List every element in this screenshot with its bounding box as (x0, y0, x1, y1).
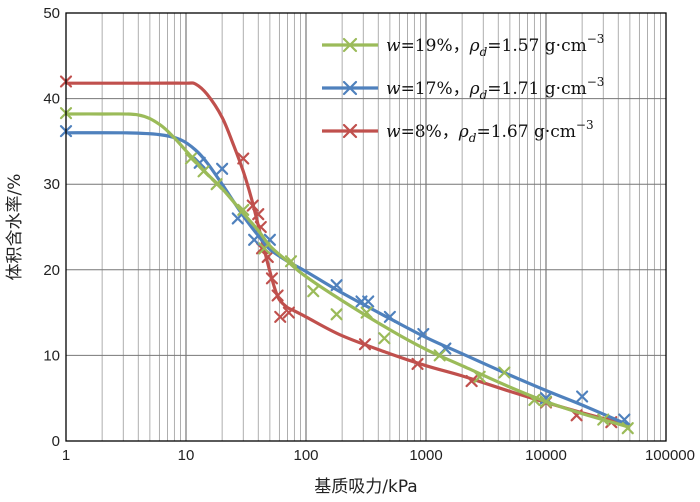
data-point (433, 349, 446, 362)
plot-frame (65, 12, 667, 442)
y-tick-label: 10 (43, 347, 60, 364)
x-tick-label: 100 (293, 447, 318, 464)
data-point (621, 422, 634, 435)
legend-swatch-marker (342, 123, 358, 139)
y-tick-label: 20 (43, 262, 60, 279)
legend-entry: w=17%，ρd=1.71 g·cm−3 (322, 75, 604, 102)
x-axis-label: 基质吸力/kPa (314, 477, 417, 497)
y-tick-label: 50 (43, 5, 60, 22)
y-tick-label: 0 (52, 433, 60, 450)
data-point (252, 208, 265, 221)
series-fit-line (65, 112, 631, 429)
y-tick-label: 40 (43, 91, 60, 108)
data-point (258, 242, 271, 255)
data-point (498, 366, 511, 379)
y-tick-label: 30 (43, 176, 60, 193)
x-tick-label: 10 (178, 447, 195, 464)
data-point (184, 152, 198, 165)
data-point (417, 327, 430, 341)
data-point (330, 279, 343, 292)
data-point (237, 203, 250, 216)
series-layer (59, 75, 634, 435)
data-point (362, 295, 375, 308)
y-tick-labels: 0 10 20 30 40 50 (43, 5, 60, 450)
series-1 (59, 107, 634, 435)
x-tick-label: 1 (62, 447, 70, 464)
data-point (216, 162, 229, 175)
data-point (193, 156, 206, 169)
data-point (360, 306, 373, 319)
series-fit-line (66, 81, 631, 428)
data-point (358, 338, 372, 351)
data-point (246, 199, 259, 212)
data-point (307, 285, 320, 298)
data-point (411, 357, 424, 371)
data-point (528, 393, 541, 407)
x-tick-labels: 1 10 100 1000 10000 100000 (62, 447, 695, 464)
data-point (465, 374, 478, 388)
legend: w=19%，ρd=1.57 g·cm−3 w=17%，ρd=1.71 g·cm−3… (322, 32, 604, 145)
data-point (231, 212, 244, 225)
data-point (274, 310, 287, 323)
data-point (576, 390, 589, 403)
x-tick-label: 100000 (645, 447, 695, 464)
legend-swatch-marker (342, 37, 358, 53)
legend-swatch-marker (342, 80, 358, 96)
data-point (265, 272, 279, 285)
data-point (473, 370, 486, 383)
data-point (197, 165, 210, 178)
data-point (539, 395, 553, 408)
data-point (383, 310, 396, 323)
data-point (282, 306, 295, 319)
legend-label: w=8%，ρd=1.67 g·cm−3 (386, 118, 594, 145)
legend-entry: w=19%，ρd=1.57 g·cm−3 (322, 32, 604, 59)
data-point (330, 308, 343, 321)
legend-label: w=19%，ρd=1.57 g·cm−3 (386, 32, 604, 59)
data-point (378, 332, 391, 345)
data-point (597, 413, 610, 426)
data-point (210, 178, 223, 191)
data-point (618, 413, 631, 426)
data-point (237, 152, 250, 165)
y-axis-label: 体积含水率/% (5, 174, 25, 281)
plot-background (66, 13, 666, 441)
data-point (261, 250, 274, 264)
data-point (248, 233, 261, 246)
x-tick-label: 10000 (525, 447, 567, 464)
legend-label: w=17%，ρd=1.71 g·cm−3 (386, 75, 604, 102)
x-tick-label: 1000 (409, 447, 442, 464)
legend-entry: w=8%，ρd=1.67 g·cm−3 (322, 118, 594, 145)
data-point (271, 289, 284, 302)
data-point (284, 255, 298, 268)
